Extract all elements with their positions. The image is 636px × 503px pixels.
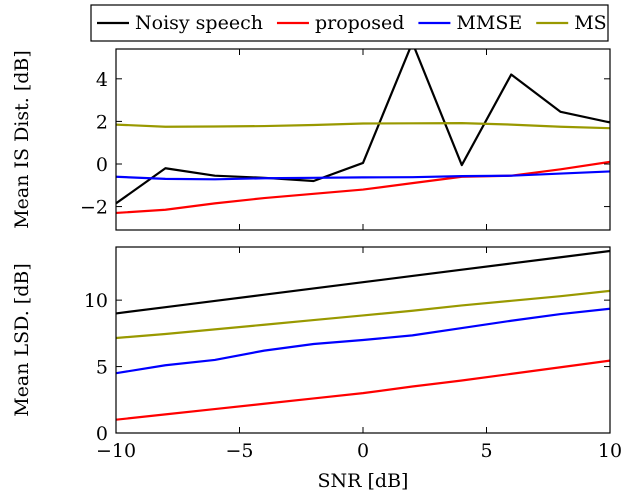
legend-label: proposed [315, 12, 404, 34]
series-line-mmse [116, 307, 610, 375]
series-line-ms [116, 121, 610, 130]
legend-item: proposed [276, 12, 404, 34]
y-tick-label: 10 [84, 290, 108, 312]
y-tick-label: −2 [80, 197, 108, 219]
y-tick-label: 0 [96, 423, 108, 445]
series-line-noisy-speech [116, 249, 610, 315]
y-tick-label: 0 [96, 154, 108, 176]
legend-box [90, 4, 609, 42]
legend-label: MS [574, 12, 606, 34]
x-tick-label: 5 [480, 440, 492, 462]
plot-panel-1: −2 0 2 4 Mean IS Dist. [dB] [11, 48, 611, 231]
series-line-ms [116, 289, 610, 340]
x-tick-label: 0 [357, 440, 369, 462]
y-tick-label: 2 [96, 111, 108, 133]
y-tick-label: 5 [96, 357, 108, 379]
legend-item: MMSE [418, 12, 522, 34]
series-line-mmse [116, 170, 610, 181]
plot-panel-2: 0 5 10 −10 −5 0 5 10 Mean LSD. [dB] SNR [dB] [11, 246, 622, 492]
x-tick-label: −10 [96, 440, 136, 462]
series-line-noisy-speech [116, 49, 610, 205]
x-tick-label: 10 [598, 440, 622, 462]
series-line-proposed [116, 359, 610, 421]
legend-item: MS [536, 12, 607, 34]
plot-frame [115, 48, 611, 231]
legend-label: MMSE [456, 12, 522, 34]
legend: Noisy speech proposed MMSE MS [90, 4, 609, 42]
x-axis-label: SNR [dB] [318, 470, 409, 492]
x-tick-label: −5 [225, 440, 253, 462]
y-axis-label: Mean LSD. [dB] [11, 263, 33, 417]
series-line-proposed [116, 160, 610, 215]
legend-item: Noisy speech [97, 12, 263, 34]
legend-label: Noisy speech [135, 12, 263, 34]
y-axis-label: Mean IS Dist. [dB] [11, 50, 33, 229]
y-tick-label: 4 [96, 69, 108, 91]
